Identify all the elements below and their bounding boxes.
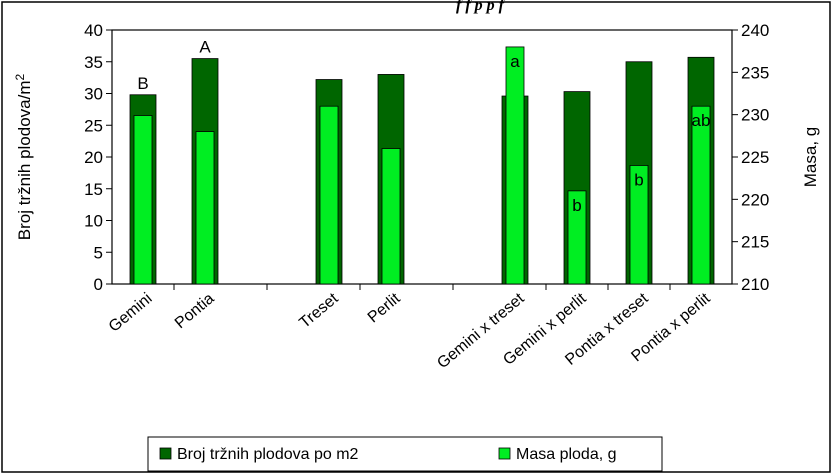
left-tick-label: 0 xyxy=(94,275,103,294)
left-tick-label: 35 xyxy=(84,53,103,72)
bar-masa-ploda xyxy=(691,105,711,285)
right-tick-label: 210 xyxy=(741,275,769,294)
bar-masa-ploda xyxy=(505,46,525,285)
legend-label-broj: Broj tržnih plodova po m2 xyxy=(177,446,359,463)
chart-title-fragment: f f p p f xyxy=(456,0,506,14)
bar-masa-ploda xyxy=(195,131,215,285)
significance-label: b xyxy=(634,170,643,189)
left-tick-label: 25 xyxy=(84,116,103,135)
left-tick-label: 5 xyxy=(94,243,103,262)
left-axis: 0 5 10 15 20 25 30 35 40 xyxy=(84,21,112,294)
legend-box xyxy=(147,436,663,472)
legend-label-masa: Masa ploda, g xyxy=(516,446,617,463)
bar-masa-ploda xyxy=(629,165,649,285)
legend-swatch-broj xyxy=(159,447,172,460)
significance-label: A xyxy=(199,38,211,57)
significance-label: a xyxy=(510,52,520,71)
left-axis-title: Broj tržnih plodova/m2 xyxy=(13,74,34,241)
series-masa-ploda xyxy=(133,46,711,285)
significance-label: ab xyxy=(692,111,711,130)
legend-swatch-masa xyxy=(498,447,511,460)
right-tick-label: 220 xyxy=(741,190,769,209)
left-tick-label: 10 xyxy=(84,212,103,231)
bar-masa-ploda xyxy=(319,105,339,285)
right-tick-label: 215 xyxy=(741,233,769,252)
right-tick-label: 235 xyxy=(741,63,769,82)
left-tick-label: 20 xyxy=(84,148,103,167)
bar-masa-ploda xyxy=(567,190,587,285)
right-axis-title: Masa, g xyxy=(801,127,820,187)
significance-label: b xyxy=(572,196,581,215)
left-tick-label: 40 xyxy=(84,21,103,40)
left-tick-label: 30 xyxy=(84,85,103,104)
right-tick-label: 240 xyxy=(741,21,769,40)
left-tick-label: 15 xyxy=(84,180,103,199)
right-axis: 210 215 220 225 230 235 240 xyxy=(732,21,769,294)
bar-masa-ploda xyxy=(133,115,153,285)
bar-masa-ploda xyxy=(381,148,401,285)
legend: Broj tržnih plodova po m2 Masa ploda, g xyxy=(147,436,663,472)
category-group-separators xyxy=(173,284,671,290)
right-tick-label: 225 xyxy=(741,148,769,167)
right-tick-label: 230 xyxy=(741,106,769,125)
significance-label: B xyxy=(137,74,148,93)
